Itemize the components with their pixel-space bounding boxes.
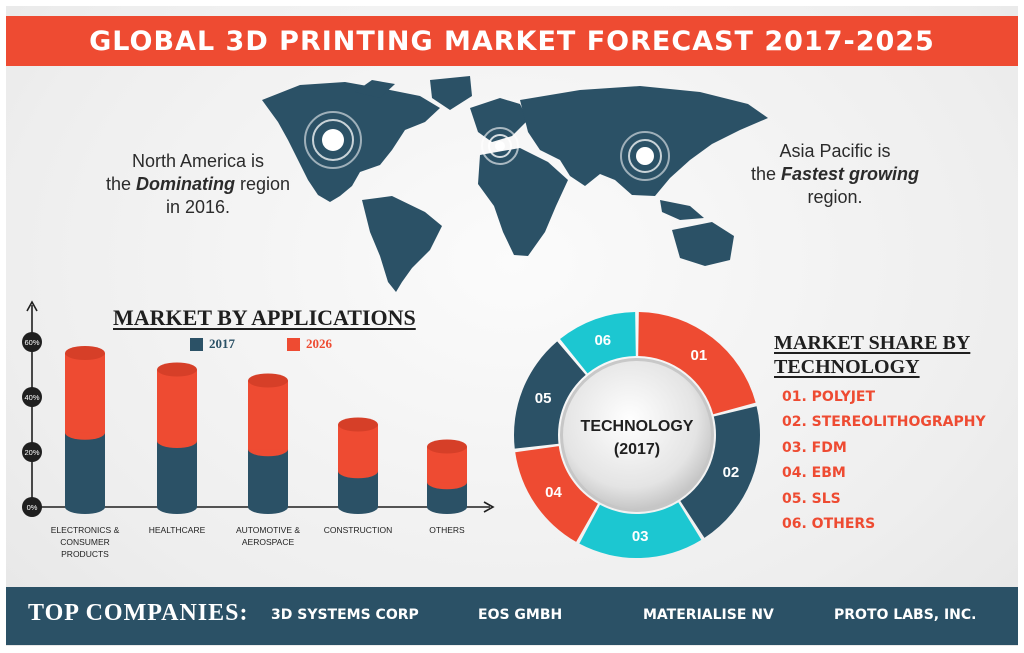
bar-segment-2026 <box>338 424 378 472</box>
companies-label: TOP COMPANIES: <box>28 600 249 626</box>
technology-item: 05. SLS <box>782 490 841 507</box>
technology-item: 01. POLYJET <box>782 389 876 405</box>
bar-top <box>157 362 197 377</box>
legend-swatch-2026 <box>287 337 300 351</box>
donut-slice-label: 04 <box>545 484 562 501</box>
x-tick-label: ELECTRONICS & <box>51 525 120 535</box>
asia-pacific-line2: the Fastest growing <box>750 164 920 184</box>
x-tick-label: AEROSPACE <box>242 537 295 547</box>
y-tick-marker <box>22 497 42 517</box>
legend-2026: 2026 <box>287 336 332 352</box>
page-title: GLOBAL 3D PRINTING MARKET FORECAST 2017-… <box>89 25 935 57</box>
legend-swatch-2017 <box>190 337 203 351</box>
bar-segment-2026 <box>157 369 197 441</box>
y-tick-marker <box>22 332 42 352</box>
north-america-line2: the Dominating region <box>105 174 291 194</box>
x-axis-arrow <box>483 501 495 513</box>
bar-segment-2026 <box>248 380 288 450</box>
x-tick-label: OTHERS <box>429 525 465 535</box>
north-america-marker <box>304 111 362 169</box>
technology-list: 01. POLYJET 02. STEREOLITHOGRAPHY 03. FD… <box>782 387 986 539</box>
bar-top <box>65 346 105 360</box>
y-tick-marker <box>22 442 42 462</box>
y-tick-label: 40% <box>24 393 39 402</box>
africa-shape <box>478 148 568 256</box>
title-banner: GLOBAL 3D PRINTING MARKET FORECAST 2017-… <box>6 16 1018 66</box>
asia-pacific-emphasis: Fastest growing <box>781 164 920 184</box>
x-tick-label: PRODUCTS <box>61 549 109 559</box>
south-america-shape <box>362 196 442 292</box>
donut-slice-label: 05 <box>535 390 552 407</box>
donut-slice <box>638 312 756 415</box>
company-name: MATERIALISE NV <box>643 607 774 623</box>
y-tick-label: 60% <box>24 338 39 347</box>
company-name: EOS GMBH <box>478 607 563 623</box>
bar-segment-2017 <box>157 441 197 507</box>
technology-item: 03. FDM <box>782 439 847 456</box>
company-name: PROTO LABS, INC. <box>834 607 977 623</box>
x-tick-label: CONSUMER <box>60 537 110 547</box>
donut-slice-label: 06 <box>594 332 611 349</box>
australia-shape <box>672 222 734 266</box>
donut-slice <box>515 446 598 542</box>
donut-slice-label: 02 <box>723 464 740 481</box>
applications-title: MARKET BY APPLICATIONS <box>113 305 416 330</box>
donut-slice-label: 01 <box>691 347 708 364</box>
north-america-line3: in 2016. <box>165 197 231 217</box>
bar-segment-2017 <box>248 449 288 507</box>
asia-pacific-line1: Asia Pacific is <box>779 141 891 161</box>
donut-slice <box>579 502 702 558</box>
north-america-line1: North America is <box>131 151 265 171</box>
x-tick-label: HEALTHCARE <box>149 525 206 535</box>
technology-item: 02. STEREOLITHOGRAPHY <box>782 414 986 431</box>
asia-pacific-marker <box>620 131 670 181</box>
europe-marker <box>481 127 519 165</box>
north-america-shape <box>262 82 440 202</box>
donut-center <box>563 361 711 509</box>
y-axis-arrow <box>26 300 38 312</box>
donut-slice <box>514 341 586 449</box>
donut-center-year: (2017) <box>614 441 660 458</box>
north-america-emphasis: Dominating <box>135 174 235 194</box>
technology-item: 06. OTHERS <box>782 515 876 532</box>
company-name: 3D SYSTEMS CORP <box>271 607 419 623</box>
x-tick-label: AUTOMOTIVE & <box>236 525 300 535</box>
y-tick-label: 0% <box>27 503 38 512</box>
y-tick-marker <box>22 387 42 407</box>
companies-bar <box>6 587 1018 645</box>
donut-slice-label: 03 <box>632 528 649 545</box>
donut-slice <box>560 312 636 374</box>
north-america-callout: North America is the Dominating region i… <box>98 150 298 219</box>
y-tick-label: 20% <box>24 448 39 457</box>
donut-slice <box>680 406 760 538</box>
bar-segment-2017 <box>65 432 105 507</box>
bar-segment-2026 <box>65 353 105 433</box>
legend-2017: 2017 <box>190 336 235 352</box>
legend-label-2026: 2026 <box>306 336 332 351</box>
technology-item: 04. EBM <box>782 465 846 482</box>
bar-top <box>338 417 378 432</box>
bar-top <box>427 439 467 454</box>
technology-title: MARKET SHARE BY TECHNOLOGY <box>774 331 970 379</box>
asia-pacific-callout: Asia Pacific is the Fastest growing regi… <box>740 140 930 209</box>
asia-pacific-line3: region. <box>807 187 863 207</box>
bar-top <box>248 373 288 388</box>
donut-center-title: TECHNOLOGY <box>581 418 694 435</box>
technology-title-line1: MARKET SHARE BY <box>774 332 971 354</box>
x-tick-label: CONSTRUCTION <box>324 525 392 535</box>
legend-label-2017: 2017 <box>209 336 235 351</box>
technology-title-line2: TECHNOLOGY <box>774 356 920 378</box>
